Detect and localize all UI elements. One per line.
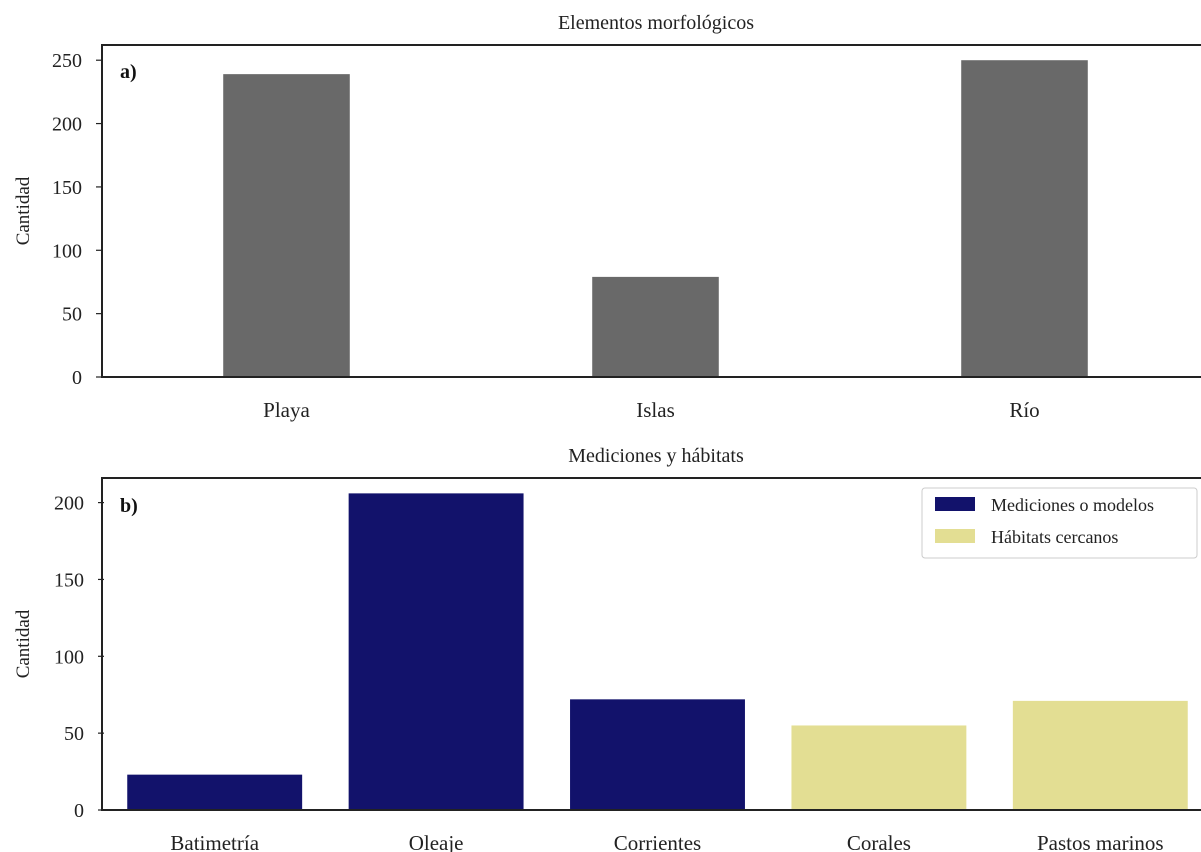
chart-a-ytick-label: 200 [52,114,82,136]
chart-b-ytick-label: 100 [54,646,84,668]
chart-b-bar-batimetría [127,774,303,810]
chart-b-bar-corales [791,725,967,810]
chart-a-ytick-label: 150 [52,177,82,199]
chart-b-ytick-label: 200 [54,493,84,515]
chart-b-frame [101,477,1201,811]
legend-swatch-habitats [935,529,975,543]
chart-a-xtick-label: Playa [263,398,310,422]
panel-a-chart: Elementos morfológicos Cantidad 0 50 100 15… [13,12,1201,422]
chart-b-xtick-label: Pastos marinos [1037,831,1164,852]
chart-b-bar-pastos-marinos [1012,700,1188,810]
chart-a-ytick-label: 50 [62,304,82,326]
chart-b-ytick-label: 150 [54,569,84,591]
panel-b-chart: Mediciones y hábitats Cantidad 0 50 100 150… [13,445,1201,852]
panel-label-b: b) [120,495,138,517]
chart-b-xtick-label: Corrientes [614,831,701,852]
chart-b-xtick-label: Corales [847,831,911,852]
chart-a-xtick-label: Río [1009,398,1039,422]
chart-a-ytick-label: 250 [52,50,82,72]
legend-label-mediciones: Mediciones o modelos [991,495,1154,515]
chart-a-title: Elementos morfológicos [558,12,754,34]
legend: Mediciones o modelos Hábitats cercanos [921,487,1198,559]
chart-a-frame [101,44,1201,378]
chart-b-ylabel: Cantidad [13,609,34,678]
chart-a-ytick-label: 0 [72,367,82,389]
chart-b-bar-oleaje [348,493,524,810]
chart-a-bar-playa [223,74,350,378]
legend-box [921,487,1198,559]
chart-a-xtick-label: Islas [636,398,675,422]
legend-label-habitats: Hábitats cercanos [991,527,1118,547]
chart-a-bar-islas [592,276,719,377]
panel-label-a: a) [120,61,137,83]
chart-b-ytick-label: 50 [64,723,84,745]
chart-a-ytick-label: 100 [52,240,82,262]
chart-a-ylabel: Cantidad [13,176,34,245]
chart-b-xtick-label: Oleaje [409,831,464,852]
legend-swatch-mediciones [935,497,975,511]
chart-a-bar-río [961,60,1088,377]
chart-b-title: Mediciones y hábitats [568,445,744,467]
chart-b-xtick-label: Batimetría [170,831,259,852]
chart-b-ytick-label: 0 [74,800,84,822]
chart-b-bar-corrientes [570,699,745,810]
